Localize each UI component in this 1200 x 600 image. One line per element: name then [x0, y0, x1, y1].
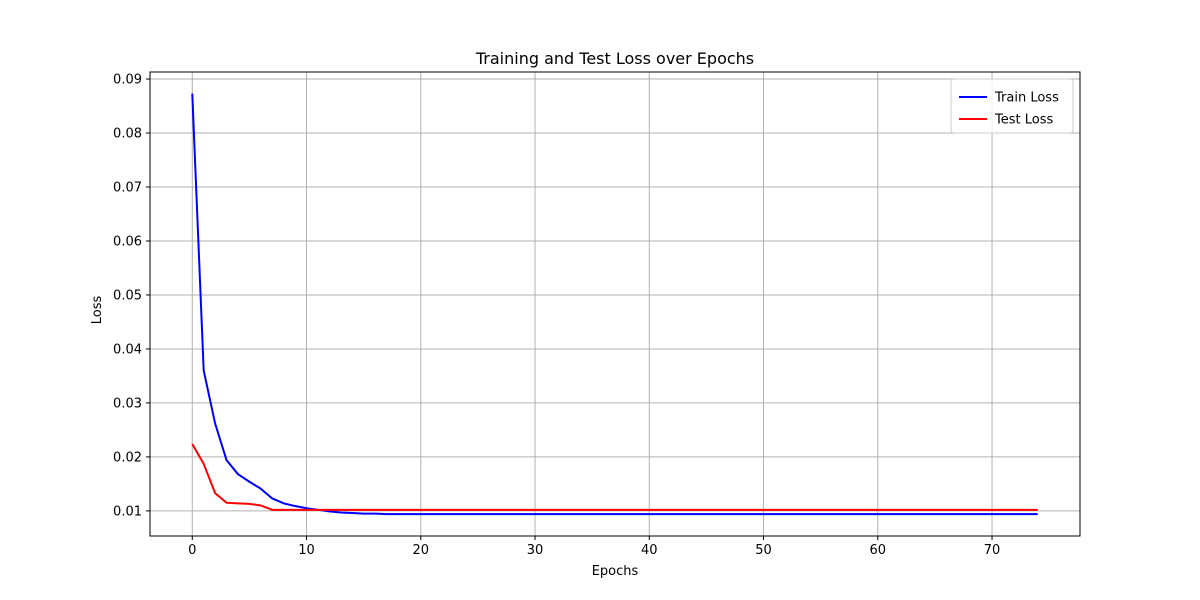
chart-title: Training and Test Loss over Epochs	[475, 49, 754, 68]
y-axis-ticks: 0.01 0.02 0.03 0.04 0.05 0.06 0.07 0.08 0.09	[113, 73, 150, 519]
x-axis-ticks: 0 10 20 30 40 50 60 70	[188, 536, 1000, 558]
x-tick-label: 0	[188, 543, 196, 558]
y-tick-label: 0.06	[113, 234, 142, 249]
series-line-test-loss	[191, 443, 1038, 511]
x-tick-label: 60	[870, 543, 887, 558]
series-lines	[191, 93, 1038, 516]
series-line-train-loss	[191, 93, 1038, 516]
x-axis-label: Epochs	[592, 564, 639, 579]
y-tick-label: 0.04	[113, 342, 142, 357]
legend-label: Test Loss	[994, 113, 1053, 128]
y-tick-label: 0.03	[113, 396, 142, 411]
y-axis-label: Loss	[90, 296, 105, 325]
grid-lines	[150, 72, 1080, 536]
y-tick-label: 0.01	[113, 504, 142, 519]
y-tick-label: 0.05	[113, 288, 142, 303]
y-tick-label: 0.02	[113, 450, 142, 465]
x-tick-label: 20	[413, 543, 430, 558]
x-tick-label: 70	[984, 543, 1001, 558]
plot-frame	[149, 71, 1081, 537]
y-tick-label: 0.08	[113, 127, 142, 142]
y-tick-label: 0.07	[113, 180, 142, 195]
legend-label: Train Loss	[994, 91, 1059, 106]
x-tick-label: 10	[298, 543, 315, 558]
x-tick-label: 50	[755, 543, 772, 558]
legend: Train Loss Test Loss	[950, 78, 1074, 134]
y-tick-label: 0.09	[113, 73, 142, 88]
x-tick-label: 30	[527, 543, 544, 558]
x-tick-label: 40	[641, 543, 658, 558]
